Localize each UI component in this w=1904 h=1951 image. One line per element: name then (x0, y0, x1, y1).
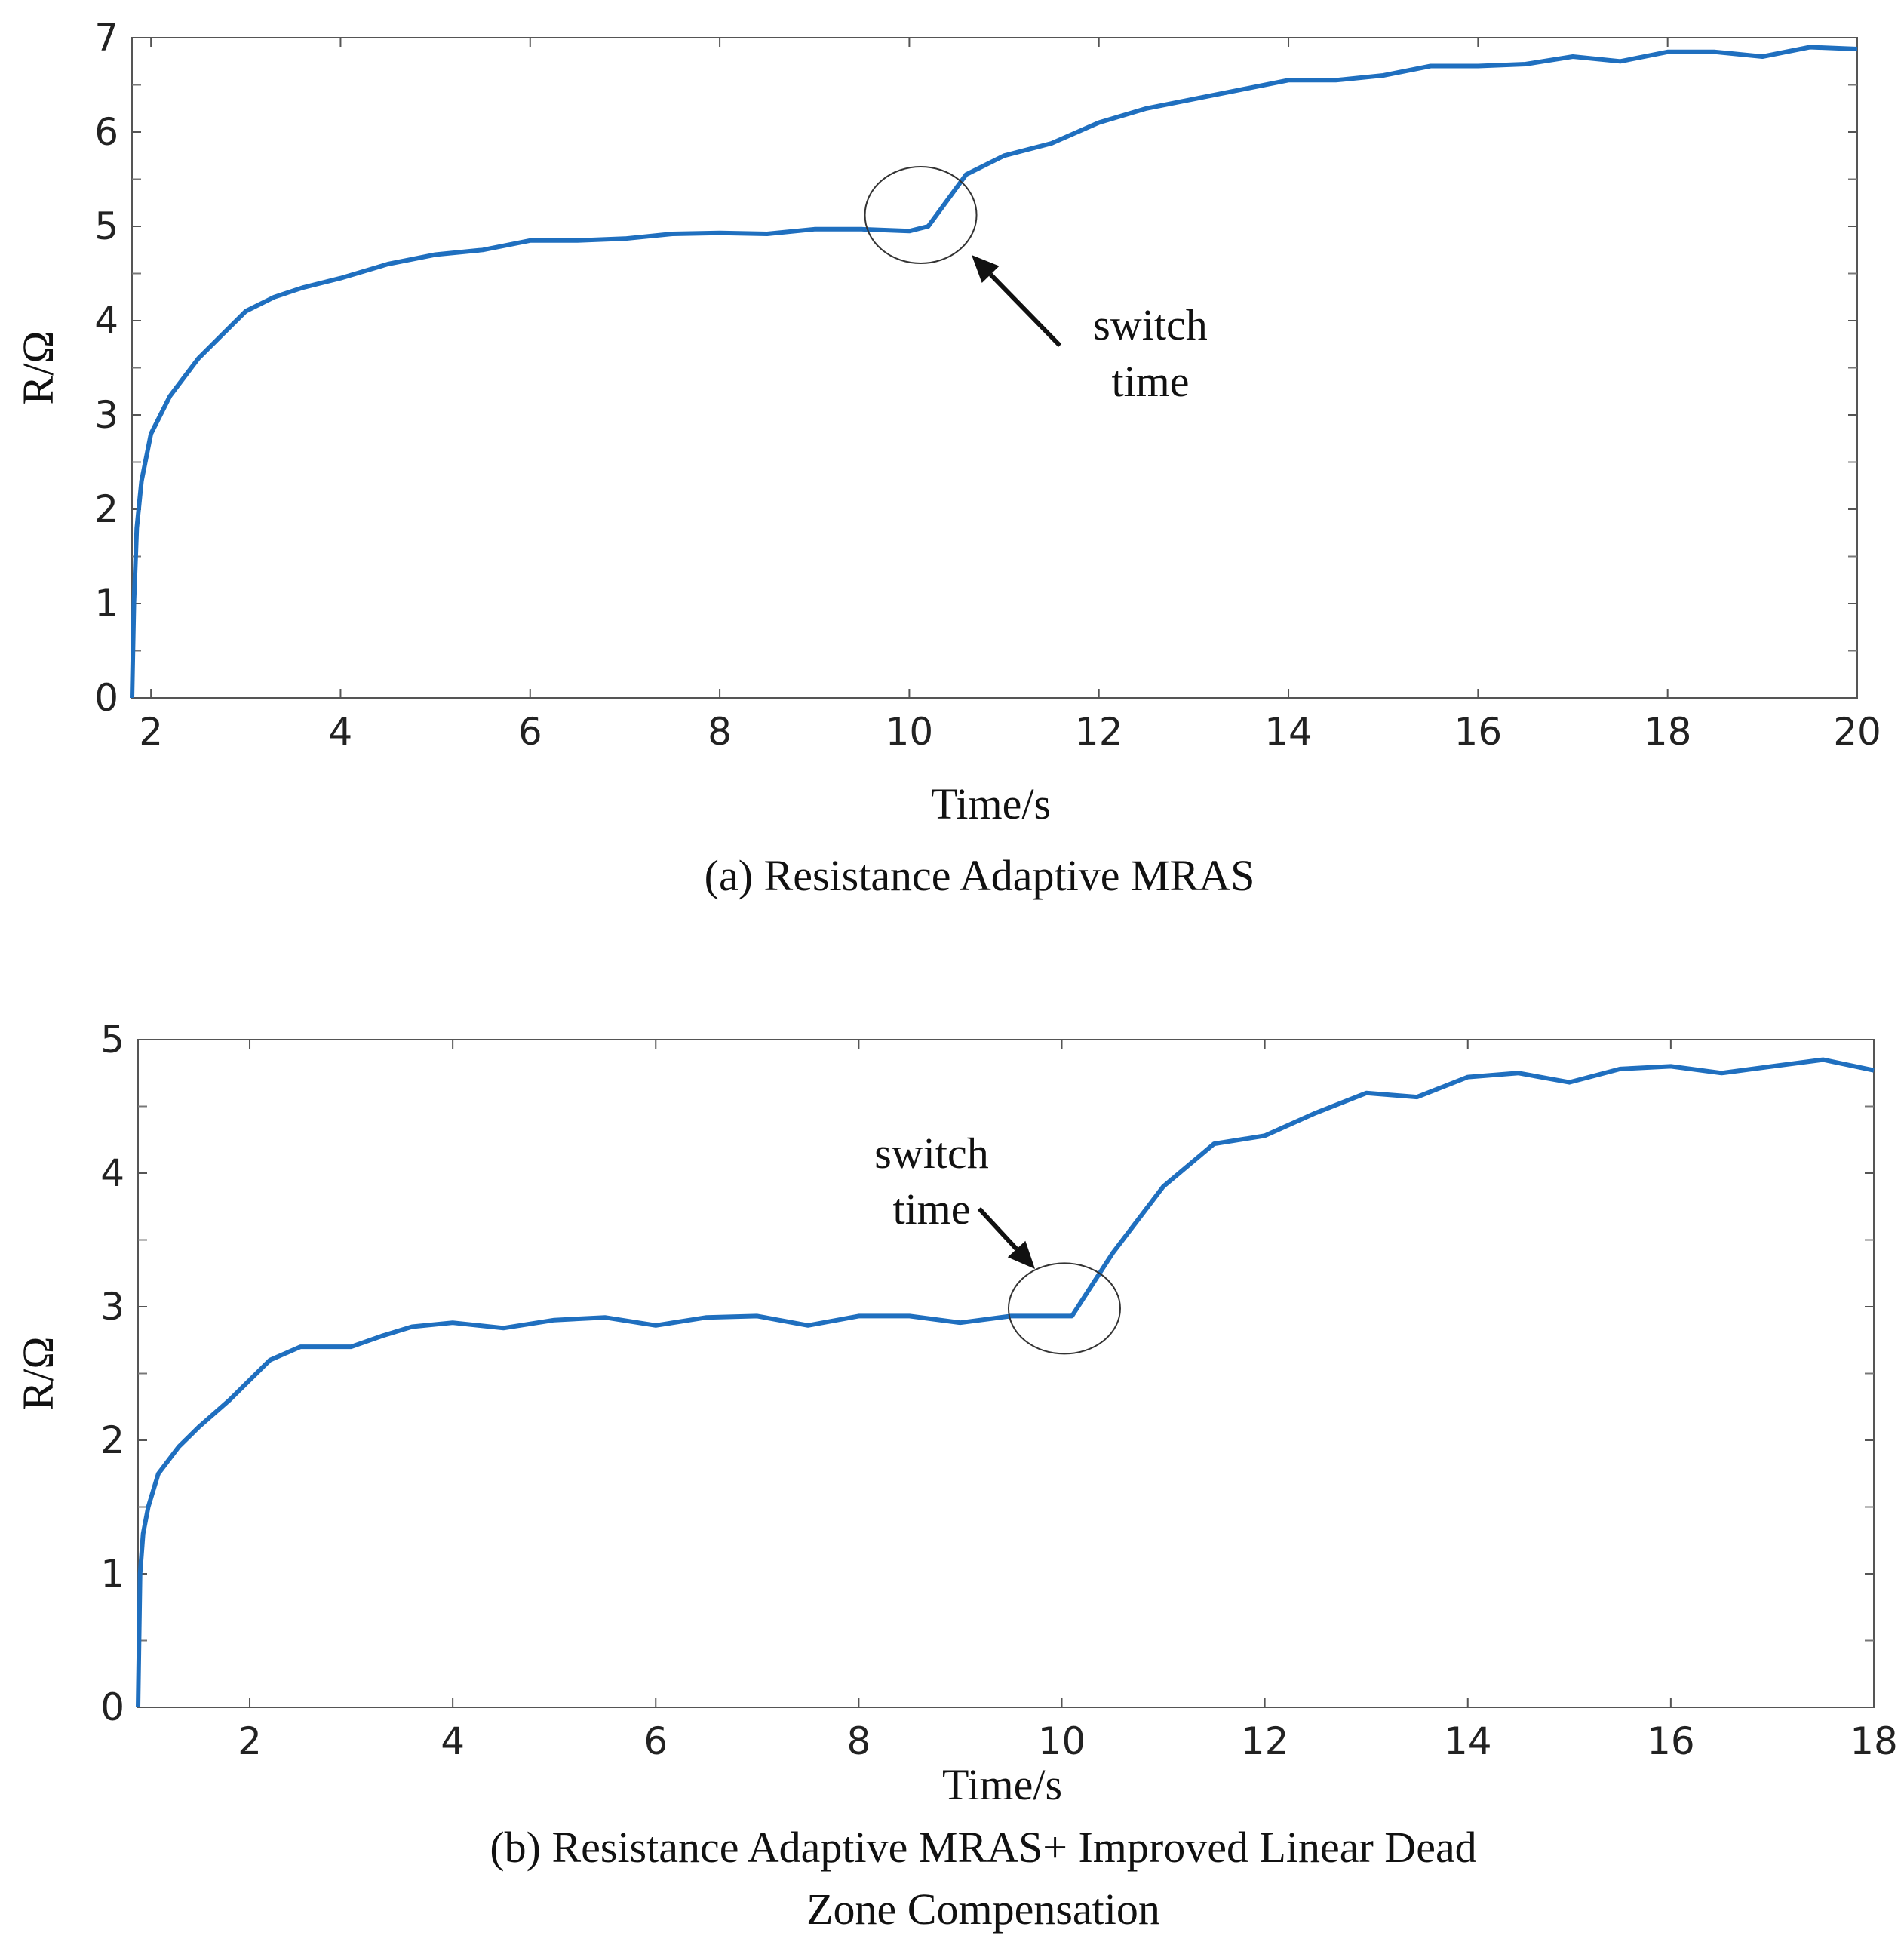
chart-b-plot-frame (137, 1039, 1875, 1708)
chart-a-annotation-line-2: time (1111, 357, 1189, 406)
chart-a-x-tick-label: 16 (1454, 710, 1503, 754)
chart-a-x-tick-labels: 2 4 6 8 10 12 14 16 18 20 (139, 710, 1881, 754)
chart-b-x-axis-label: Time/s (942, 1760, 1062, 1809)
chart-b-x-tick-label: 4 (441, 1719, 465, 1763)
chart-b-y-tick-label: 4 (100, 1151, 124, 1195)
chart-b-caption-line-2: Zone Compensation (806, 1885, 1160, 1934)
chart-a-annotation-line-1: switch (1093, 300, 1207, 349)
chart-a-y-tick-label: 3 (94, 393, 118, 437)
chart-b-x-tick-label: 12 (1241, 1719, 1289, 1763)
chart-b-series-line (136, 1057, 1875, 1708)
chart-a-x-axis-label: Time/s (931, 779, 1051, 828)
chart-b-y-axis-label: R/Ω (14, 1337, 63, 1411)
chart-a-y-tick-label: 7 (94, 16, 118, 60)
chart-b-x-tick-label: 6 (643, 1719, 668, 1763)
chart-a-ticks (132, 37, 1858, 699)
chart-a-y-tick-label: 2 (94, 487, 118, 531)
chart-a-y-tick-label: 4 (94, 299, 118, 343)
chart-a-y-tick-label: 6 (94, 110, 118, 154)
chart-a-x-tick-label: 4 (329, 710, 353, 754)
chart-a-x-tick-label: 2 (139, 710, 163, 754)
chart-b-switch-circle (1007, 1262, 1121, 1355)
chart-b-y-tick-label: 3 (100, 1285, 124, 1329)
chart-a-caption: (a) Resistance Adaptive MRAS (705, 851, 1255, 900)
chart-a-y-tick-label: 1 (94, 582, 118, 625)
chart-b-y-tick-label: 5 (100, 1018, 124, 1062)
chart-a-x-tick-label: 10 (886, 710, 934, 754)
chart-a-y-tick-label: 5 (94, 204, 118, 248)
chart-a-switch-circle (864, 166, 978, 264)
chart-a-x-tick-label: 20 (1833, 710, 1881, 754)
chart-a-y-tick-labels: 0 1 2 3 4 5 6 7 (94, 16, 118, 720)
chart-a-switch-arrow (988, 272, 1062, 348)
chart-a-x-tick-label: 18 (1644, 710, 1692, 754)
chart-a-series-line (130, 45, 1858, 699)
chart-b-x-tick-label: 10 (1038, 1719, 1086, 1763)
chart-a-x-tick-label: 14 (1264, 710, 1313, 754)
chart-a-x-tick-label: 6 (518, 710, 542, 754)
chart-a-plot-frame (131, 37, 1858, 699)
chart-a-y-axis-label: R/Ω (14, 331, 63, 405)
chart-b-x-tick-label: 18 (1850, 1719, 1898, 1763)
chart-a-switch-arrowhead (972, 255, 1000, 283)
chart-b-annotation-line-2: time (892, 1184, 970, 1234)
chart-b-x-tick-label: 2 (238, 1719, 262, 1763)
chart-b-x-tick-labels: 2 4 6 8 10 12 14 16 18 (238, 1719, 1898, 1763)
chart-b-y-tick-labels: 0 1 2 3 4 5 (100, 1018, 124, 1729)
chart-a-x-tick-label: 8 (708, 710, 732, 754)
chart-a-x-tick-label: 12 (1075, 710, 1123, 754)
chart-b-x-tick-label: 8 (846, 1719, 871, 1763)
chart-b-x-tick-label: 16 (1647, 1719, 1695, 1763)
chart-b-x-tick-label: 14 (1444, 1719, 1492, 1763)
chart-b-y-tick-label: 1 (100, 1552, 124, 1596)
chart-b-switch-arrowhead (1007, 1240, 1035, 1269)
chart-b-y-tick-label: 0 (100, 1685, 124, 1729)
chart-b-ticks (138, 1039, 1875, 1708)
chart-b-caption-line-1: (b) Resistance Adaptive MRAS+ Improved L… (490, 1823, 1476, 1872)
chart-b-switch-arrow (977, 1206, 1018, 1251)
chart-b-annotation-line-1: switch (874, 1129, 988, 1178)
chart-a-y-tick-label: 0 (94, 676, 118, 720)
chart-b-y-tick-label: 2 (100, 1418, 124, 1462)
